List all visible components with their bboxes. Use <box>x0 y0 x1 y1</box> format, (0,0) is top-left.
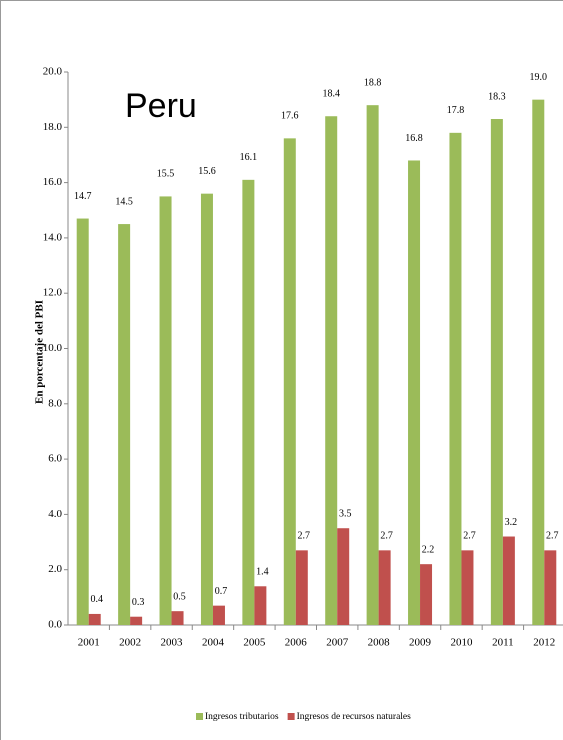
x-tick-label: 2001 <box>78 637 100 649</box>
value-label: 0.5 <box>173 591 186 602</box>
bar <box>76 218 89 626</box>
value-label: 15.5 <box>157 169 175 180</box>
bar <box>295 550 308 625</box>
y-tick-label: 0.0 <box>48 619 62 631</box>
value-label: 15.6 <box>198 166 216 177</box>
y-tick-label: 20.0 <box>43 66 63 78</box>
value-label: 16.8 <box>405 133 423 144</box>
value-label: 19.0 <box>530 72 548 83</box>
bar <box>88 613 101 625</box>
legend-swatch <box>196 713 203 720</box>
value-label: 3.5 <box>339 509 352 520</box>
x-tick-label: 2005 <box>243 637 266 649</box>
bar <box>502 536 515 625</box>
bar <box>242 179 255 625</box>
y-tick-label: 4.0 <box>48 508 62 520</box>
y-tick-label: 16.0 <box>43 176 63 188</box>
x-tick-label: 2010 <box>450 637 473 649</box>
y-axis-label: En porcentaje del PBI <box>34 300 46 404</box>
chart-title: Peru <box>125 87 197 125</box>
value-label: 0.7 <box>215 586 228 597</box>
value-label: 2.7 <box>463 531 476 542</box>
bar <box>544 550 557 625</box>
x-tick-label: 2012 <box>533 637 555 649</box>
value-label: 18.4 <box>322 89 340 100</box>
value-label: 17.8 <box>447 105 465 116</box>
bar <box>532 99 545 625</box>
y-tick-label: 10.0 <box>43 342 63 354</box>
value-label: 0.3 <box>132 597 145 608</box>
x-tick-label: 2003 <box>161 637 184 649</box>
bar <box>200 193 213 625</box>
y-tick-label: 14.0 <box>43 231 63 243</box>
value-label: 16.1 <box>240 152 258 163</box>
bar <box>159 196 172 626</box>
y-tick-label: 8.0 <box>48 397 62 409</box>
x-tick-label: 2006 <box>285 637 308 649</box>
bar <box>283 138 296 626</box>
x-tick-label: 2011 <box>492 637 514 649</box>
value-label: 18.8 <box>364 77 382 88</box>
value-label: 1.4 <box>256 567 269 578</box>
bar <box>337 528 350 625</box>
value-label: 2.7 <box>298 531 311 542</box>
bar <box>378 550 391 625</box>
bar <box>461 550 474 625</box>
y-tick-label: 2.0 <box>48 563 62 575</box>
x-tick-label: 2002 <box>119 637 141 649</box>
x-tick-label: 2004 <box>202 637 225 649</box>
y-tick-label: 6.0 <box>48 453 62 465</box>
value-label: 3.2 <box>505 517 518 528</box>
legend-label: Ingresos de recursos naturales <box>297 712 412 722</box>
value-label: 2.7 <box>546 531 559 542</box>
y-tick-label: 12.0 <box>43 287 63 299</box>
x-tick-label: 2007 <box>326 637 349 649</box>
bar <box>212 605 225 625</box>
x-tick-label: 2009 <box>409 637 432 649</box>
y-tick-label: 18.0 <box>43 121 63 133</box>
legend-swatch <box>287 713 295 720</box>
value-label: 14.5 <box>115 196 133 207</box>
bar <box>325 116 338 626</box>
value-label: 14.7 <box>74 191 92 202</box>
bar <box>490 119 503 625</box>
value-label: 18.3 <box>488 91 506 102</box>
bar <box>130 616 143 625</box>
bar <box>408 160 421 626</box>
bar <box>420 564 433 625</box>
legend-label: Ingresos tributarios <box>205 712 279 722</box>
bar <box>171 611 184 625</box>
bar <box>366 105 379 626</box>
value-label: 2.7 <box>380 531 393 542</box>
value-label: 17.6 <box>281 111 299 122</box>
x-tick-label: 2008 <box>368 637 391 649</box>
value-label: 0.4 <box>90 594 103 605</box>
value-label: 2.2 <box>422 544 435 555</box>
bar <box>254 586 267 625</box>
bar <box>118 224 131 625</box>
bar <box>449 132 462 625</box>
